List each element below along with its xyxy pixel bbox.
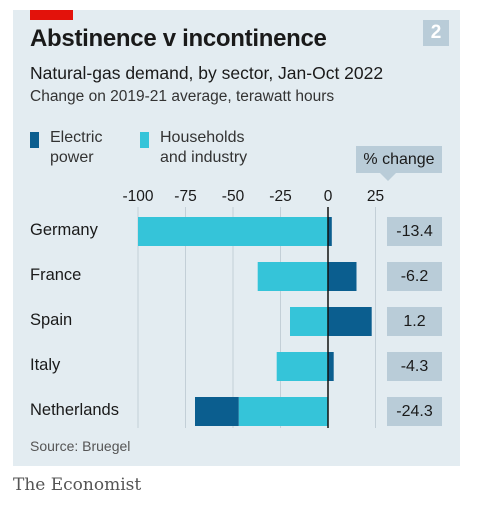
legend-swatch-households xyxy=(140,132,149,148)
pct-change-value: -4.3 xyxy=(387,352,442,381)
source-note: Source: Bruegel xyxy=(30,438,131,454)
bar-households-industry xyxy=(138,217,328,246)
legend-label-electric: Electric power xyxy=(50,129,103,166)
bar-electric-power xyxy=(328,262,357,291)
bar-households-industry xyxy=(257,262,328,291)
x-tick-label: 25 xyxy=(367,188,384,205)
x-tick-label: -100 xyxy=(122,188,153,205)
country-label: Spain xyxy=(30,311,73,329)
legend-label-households: Households and industry xyxy=(160,129,248,166)
pct-change-pointer xyxy=(380,173,396,181)
x-tick-label: 0 xyxy=(324,188,333,205)
legend-swatch-electric xyxy=(30,132,39,148)
bar-electric-power xyxy=(328,217,332,246)
chart-unit-note: Change on 2019-21 average, terawatt hour… xyxy=(30,88,335,105)
brand-red-tag xyxy=(30,10,73,20)
pct-change-value: -6.2 xyxy=(387,262,442,291)
pct-change-value: -24.3 xyxy=(387,397,442,426)
x-tick-label: -50 xyxy=(222,188,245,205)
bar-electric-power xyxy=(195,397,239,426)
bar-electric-power xyxy=(328,307,372,336)
chart-title: Abstinence v incontinence xyxy=(30,25,327,52)
country-label: France xyxy=(30,266,82,284)
chart-number-badge: 2 xyxy=(423,20,449,46)
chart-subtitle: Natural-gas demand, by sector, Jan-Oct 2… xyxy=(30,63,384,83)
bar-households-industry xyxy=(276,352,328,381)
pct-change-value: -13.4 xyxy=(387,217,442,246)
country-label: Italy xyxy=(30,356,61,374)
country-label: Germany xyxy=(30,221,98,239)
x-tick-label: -75 xyxy=(174,188,196,205)
bar-households-industry xyxy=(290,307,328,336)
x-tick-label: -25 xyxy=(269,188,291,205)
brand-logo: The Economist xyxy=(13,475,142,495)
pct-change-value: 1.2 xyxy=(387,307,442,336)
bar-households-industry xyxy=(238,397,328,426)
bar-electric-power xyxy=(328,352,334,381)
country-label: Netherlands xyxy=(30,401,119,419)
pct-change-header: % change xyxy=(356,146,442,173)
